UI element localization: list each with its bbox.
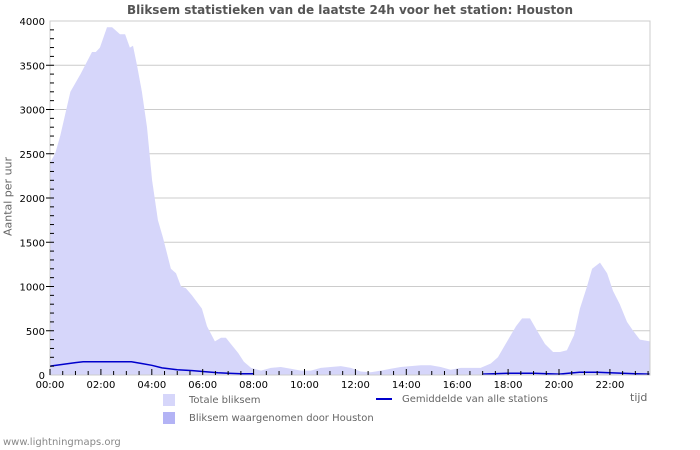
y-tick-label: 1500 bbox=[20, 238, 45, 249]
legend-average: Gemiddelde van alle stations bbox=[376, 394, 548, 405]
x-tick-label: 08:00 bbox=[239, 380, 268, 391]
x-tick-label: 02:00 bbox=[86, 380, 115, 391]
legend-total: Totale bliksem bbox=[163, 394, 260, 406]
x-tick-label: 22:00 bbox=[595, 380, 624, 391]
average-line bbox=[49, 360, 254, 375]
x-tick-label: 16:00 bbox=[443, 380, 472, 391]
y-tick-label: 4000 bbox=[20, 17, 45, 28]
legend-label-station: Bliksem waargenomen door Houston bbox=[189, 413, 374, 424]
y-tick-label: 2500 bbox=[20, 150, 45, 161]
total-lightning-area bbox=[50, 27, 650, 375]
y-tick-label: 3000 bbox=[20, 106, 45, 117]
x-tick-label: 00:00 bbox=[36, 380, 65, 391]
average-line-evening bbox=[482, 371, 651, 375]
x-tick-label: 12:00 bbox=[341, 380, 370, 391]
y-tick-label: 500 bbox=[26, 327, 45, 338]
legend-label-total: Totale bliksem bbox=[189, 395, 261, 406]
x-axis-label: tijd bbox=[630, 391, 648, 404]
footer-credit: www.lightningmaps.org bbox=[3, 437, 121, 448]
x-axis-ticks: 00:00 02:00 04:00 06:00 08:00 10:00 12:00 14:00… bbox=[36, 369, 649, 391]
y-axis-ticks: 0 500 1000 1500 2000 2500 3000 3500 4000 bbox=[20, 17, 54, 382]
legend-swatch-station bbox=[163, 412, 175, 424]
x-tick-label: 18:00 bbox=[494, 380, 523, 391]
x-tick-label: 06:00 bbox=[188, 380, 217, 391]
x-tick-label: 10:00 bbox=[290, 380, 319, 391]
y-tick-label: 3500 bbox=[20, 61, 45, 72]
y-tick-label: 1000 bbox=[20, 283, 45, 294]
x-tick-label: 14:00 bbox=[392, 380, 421, 391]
legend-swatch-average bbox=[376, 398, 392, 400]
chart-title: Bliksem statistieken van de laatste 24h … bbox=[126, 3, 574, 17]
y-tick-label: 0 bbox=[39, 371, 45, 382]
x-tick-label: 04:00 bbox=[137, 380, 166, 391]
legend-label-average: Gemiddelde van alle stations bbox=[402, 394, 548, 405]
legend-swatch-total bbox=[163, 394, 175, 406]
y-tick-label: 2000 bbox=[20, 194, 45, 205]
legend-station: Bliksem waargenomen door Houston bbox=[163, 412, 374, 424]
x-tick-label: 20:00 bbox=[545, 380, 574, 391]
